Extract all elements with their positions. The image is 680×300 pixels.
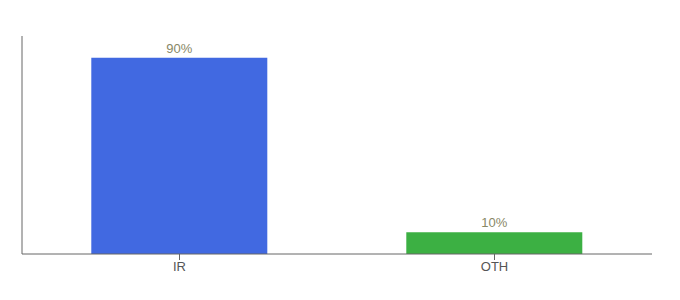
- svg-text:IR: IR: [173, 259, 186, 274]
- svg-text:90%: 90%: [166, 41, 192, 56]
- svg-text:OTH: OTH: [481, 259, 508, 274]
- svg-text:10%: 10%: [481, 215, 507, 230]
